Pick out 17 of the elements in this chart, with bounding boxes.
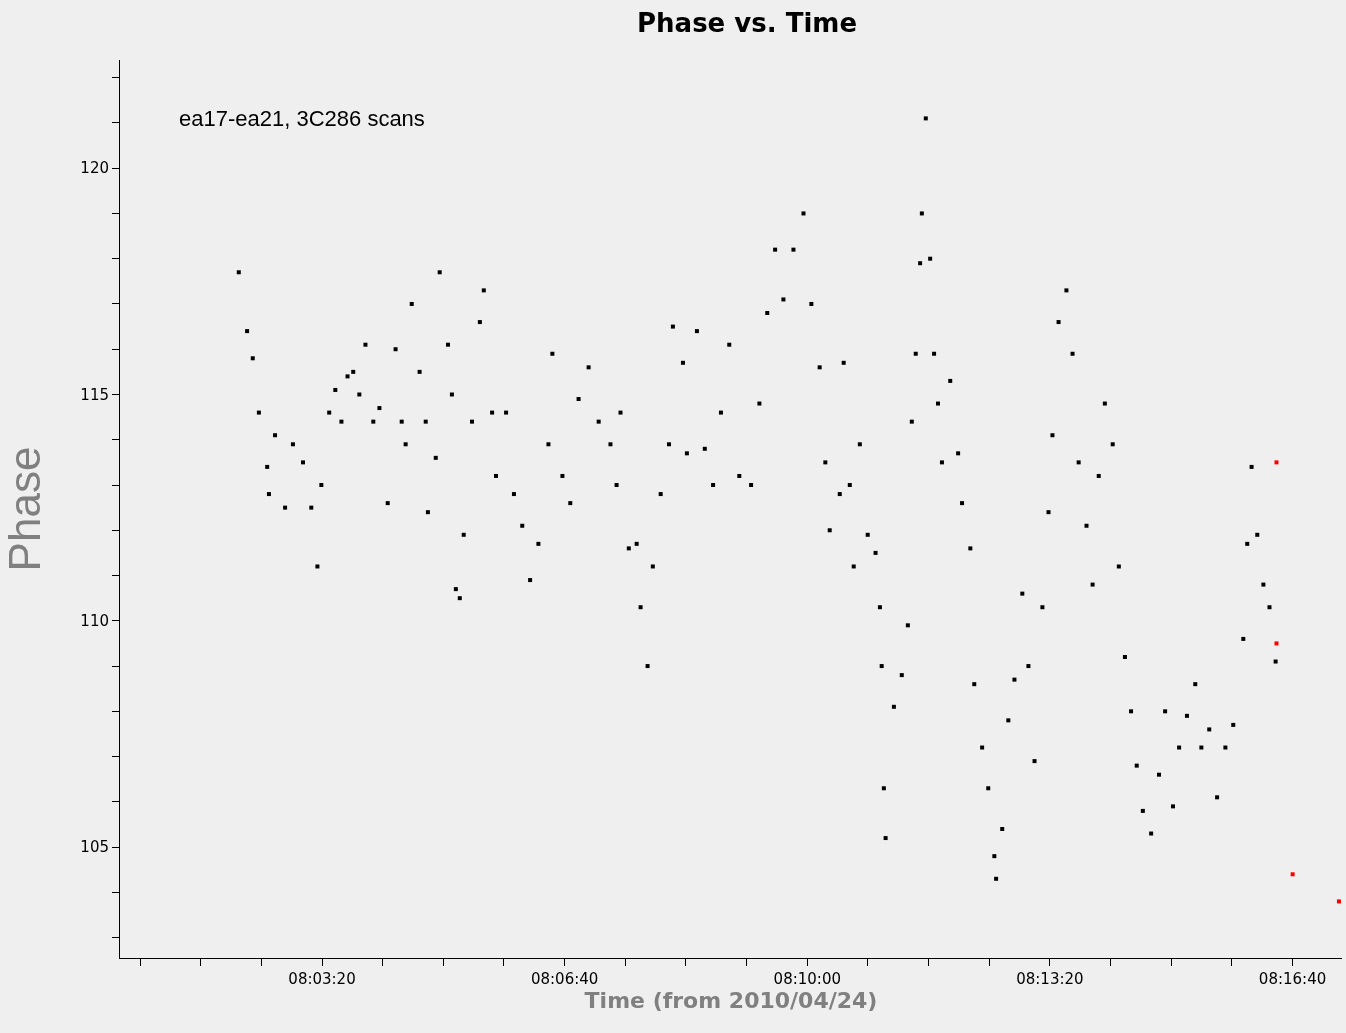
y-tick-label: 120: [80, 159, 109, 178]
y-axis-title: Phase: [0, 446, 49, 572]
point: [1274, 641, 1279, 646]
x-tick-label: 08:06:40: [530, 970, 599, 988]
chart-title: Phase vs. Time: [637, 7, 858, 38]
x-tick-label: 08:13:20: [1016, 970, 1084, 988]
y-tick-label: 110: [80, 612, 109, 631]
x-tick-label: 08:03:20: [288, 970, 356, 988]
y-tick-label: 105: [80, 838, 109, 857]
point: [1336, 899, 1341, 904]
x-tick-label: 08:16:40: [1258, 970, 1327, 988]
annotation: ea17-ea21, 3C286 scans: [179, 106, 425, 131]
point: [1290, 872, 1295, 877]
x-axis-title: Time (from 2010/04/24): [584, 988, 878, 1013]
y-tick-label: 115: [80, 385, 109, 404]
x-tick-label: 08:10:00: [773, 970, 841, 988]
point: [1274, 460, 1279, 465]
